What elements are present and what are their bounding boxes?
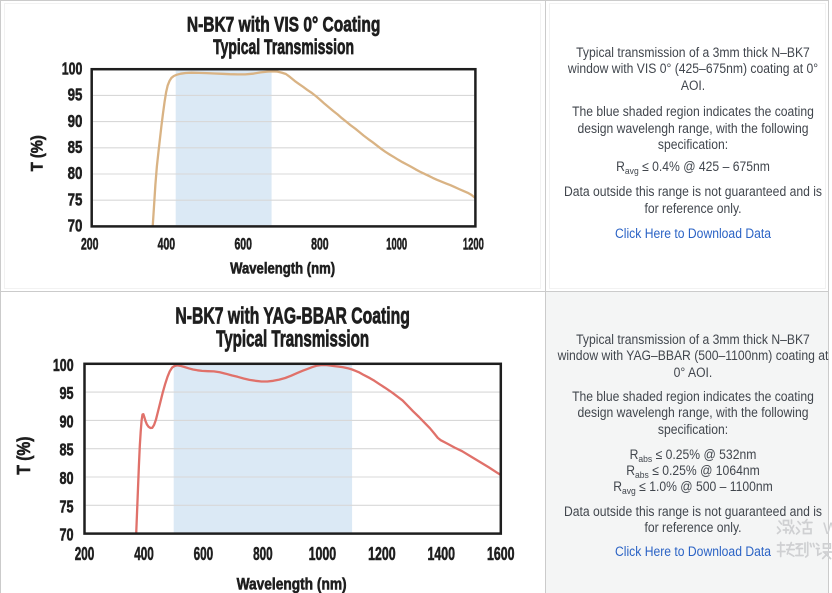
svg-text:1000: 1000 bbox=[309, 544, 337, 564]
svg-text:Wavelength (nm): Wavelength (nm) bbox=[237, 576, 347, 593]
svg-text:800: 800 bbox=[311, 236, 329, 254]
svg-text:85: 85 bbox=[60, 440, 74, 460]
svg-text:N-BK7 with YAG-BBAR Coating: N-BK7 with YAG-BBAR Coating bbox=[175, 303, 410, 329]
svg-text:70: 70 bbox=[68, 216, 83, 236]
svg-text:100: 100 bbox=[62, 58, 83, 78]
svg-text:N-BK7 with VIS 0° Coating: N-BK7 with VIS 0° Coating bbox=[187, 12, 381, 36]
svg-text:600: 600 bbox=[234, 236, 252, 254]
svg-text:400: 400 bbox=[134, 544, 154, 564]
svg-text:W: W bbox=[823, 519, 832, 538]
svg-text:95: 95 bbox=[68, 85, 83, 105]
svg-text:75: 75 bbox=[68, 189, 83, 209]
svg-text:Typical Transmission: Typical Transmission bbox=[213, 35, 354, 59]
svg-text:75: 75 bbox=[60, 496, 74, 516]
svg-text:1200: 1200 bbox=[463, 236, 484, 254]
svg-text:1000: 1000 bbox=[386, 236, 407, 254]
svg-text:1200: 1200 bbox=[368, 544, 396, 564]
svg-text:T (%): T (%) bbox=[13, 437, 34, 475]
svg-text:80: 80 bbox=[60, 468, 74, 488]
svg-text:1400: 1400 bbox=[428, 544, 456, 564]
svg-text:T (%): T (%) bbox=[29, 135, 47, 171]
svg-text:100: 100 bbox=[53, 355, 74, 375]
svg-text:800: 800 bbox=[253, 544, 273, 564]
svg-text:95: 95 bbox=[60, 383, 74, 403]
svg-text:1600: 1600 bbox=[487, 544, 515, 564]
svg-text:70: 70 bbox=[60, 525, 74, 545]
svg-text:Typical Transmission: Typical Transmission bbox=[216, 326, 369, 352]
svg-text:200: 200 bbox=[81, 236, 99, 254]
svg-text:600: 600 bbox=[194, 544, 214, 564]
svg-text:90: 90 bbox=[68, 111, 83, 131]
svg-text:400: 400 bbox=[158, 236, 176, 254]
svg-text:85: 85 bbox=[68, 137, 83, 157]
svg-text:Wavelength (nm): Wavelength (nm) bbox=[230, 261, 335, 278]
svg-text:90: 90 bbox=[60, 411, 74, 431]
svg-text:200: 200 bbox=[75, 544, 95, 564]
svg-text:80: 80 bbox=[68, 163, 83, 183]
